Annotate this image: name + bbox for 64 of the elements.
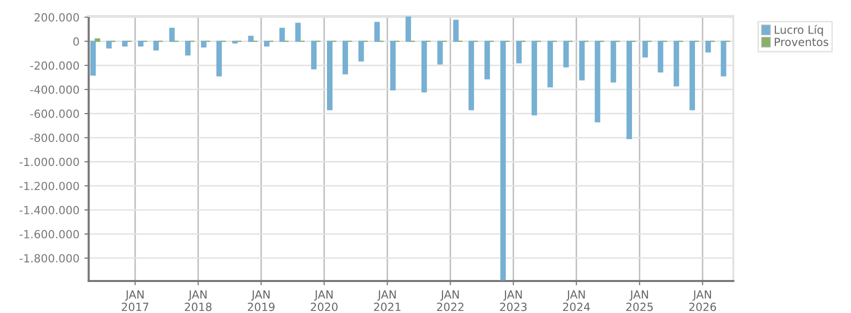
bar [138,40,144,47]
bar [90,40,96,76]
bar [216,40,222,76]
bar [674,40,680,86]
x-tick-label: JAN 2024 [563,290,590,312]
bar [390,40,396,90]
bar [705,40,711,52]
bar [453,20,459,42]
x-tick-label: JAN 2022 [437,290,464,312]
bar [484,40,490,80]
bar [642,40,648,58]
y-tick-label: -600.000 [30,110,79,118]
bar [264,40,270,47]
legend-label: Lucro Líq [774,24,823,36]
bar [406,16,412,42]
bar [658,40,664,72]
y-tick-label: -1.200.000 [20,182,79,190]
bar [720,40,726,76]
x-tick-label: JAN 2021 [374,290,400,312]
bar [610,40,616,82]
bar [421,40,427,92]
y-tick-label: 0 [73,37,79,46]
x-tick-label: JAN 2018 [184,290,212,312]
bar [200,40,206,48]
bar [437,40,443,64]
x-tick-label: JAN 2026 [689,290,716,312]
y-tick-label: -1.600.000 [20,230,79,238]
y-tick-label: -400.000 [30,85,79,94]
bar [122,40,128,47]
bar [626,40,632,140]
bar [169,28,175,42]
x-tick-label: JAN 2019 [248,290,275,312]
y-tick-label: -200.000 [30,61,79,70]
bar [374,22,380,42]
x-tick-label: JAN 2020 [310,290,338,312]
y-tick-label: -1.000.000 [20,158,79,166]
y-tick-label: -1.400.000 [20,206,79,214]
y-tick-label: -1.800.000 [20,254,79,262]
y-tick-label: -800.000 [30,134,79,142]
bar [579,40,585,80]
bar [500,40,506,280]
x-tick-label: JAN 2017 [122,290,148,312]
bar [295,22,301,42]
bar [690,40,696,110]
bar [547,40,553,88]
bar [279,28,285,42]
bar [311,40,317,70]
bar [468,40,474,110]
bar [342,40,348,74]
bar [532,40,538,116]
bar [185,40,191,56]
x-tick-label: JAN 2025 [626,290,653,312]
bar [358,40,364,62]
bar [594,40,600,122]
bar [153,40,159,51]
legend-label: Proventos [774,38,828,46]
bar [248,36,254,42]
bar [563,40,569,68]
bar [516,40,522,64]
bar [327,40,332,110]
y-tick-label: 200.000 [34,13,79,22]
x-tick-label: JAN 2023 [500,290,527,312]
bar [94,38,100,42]
bar [106,40,112,48]
